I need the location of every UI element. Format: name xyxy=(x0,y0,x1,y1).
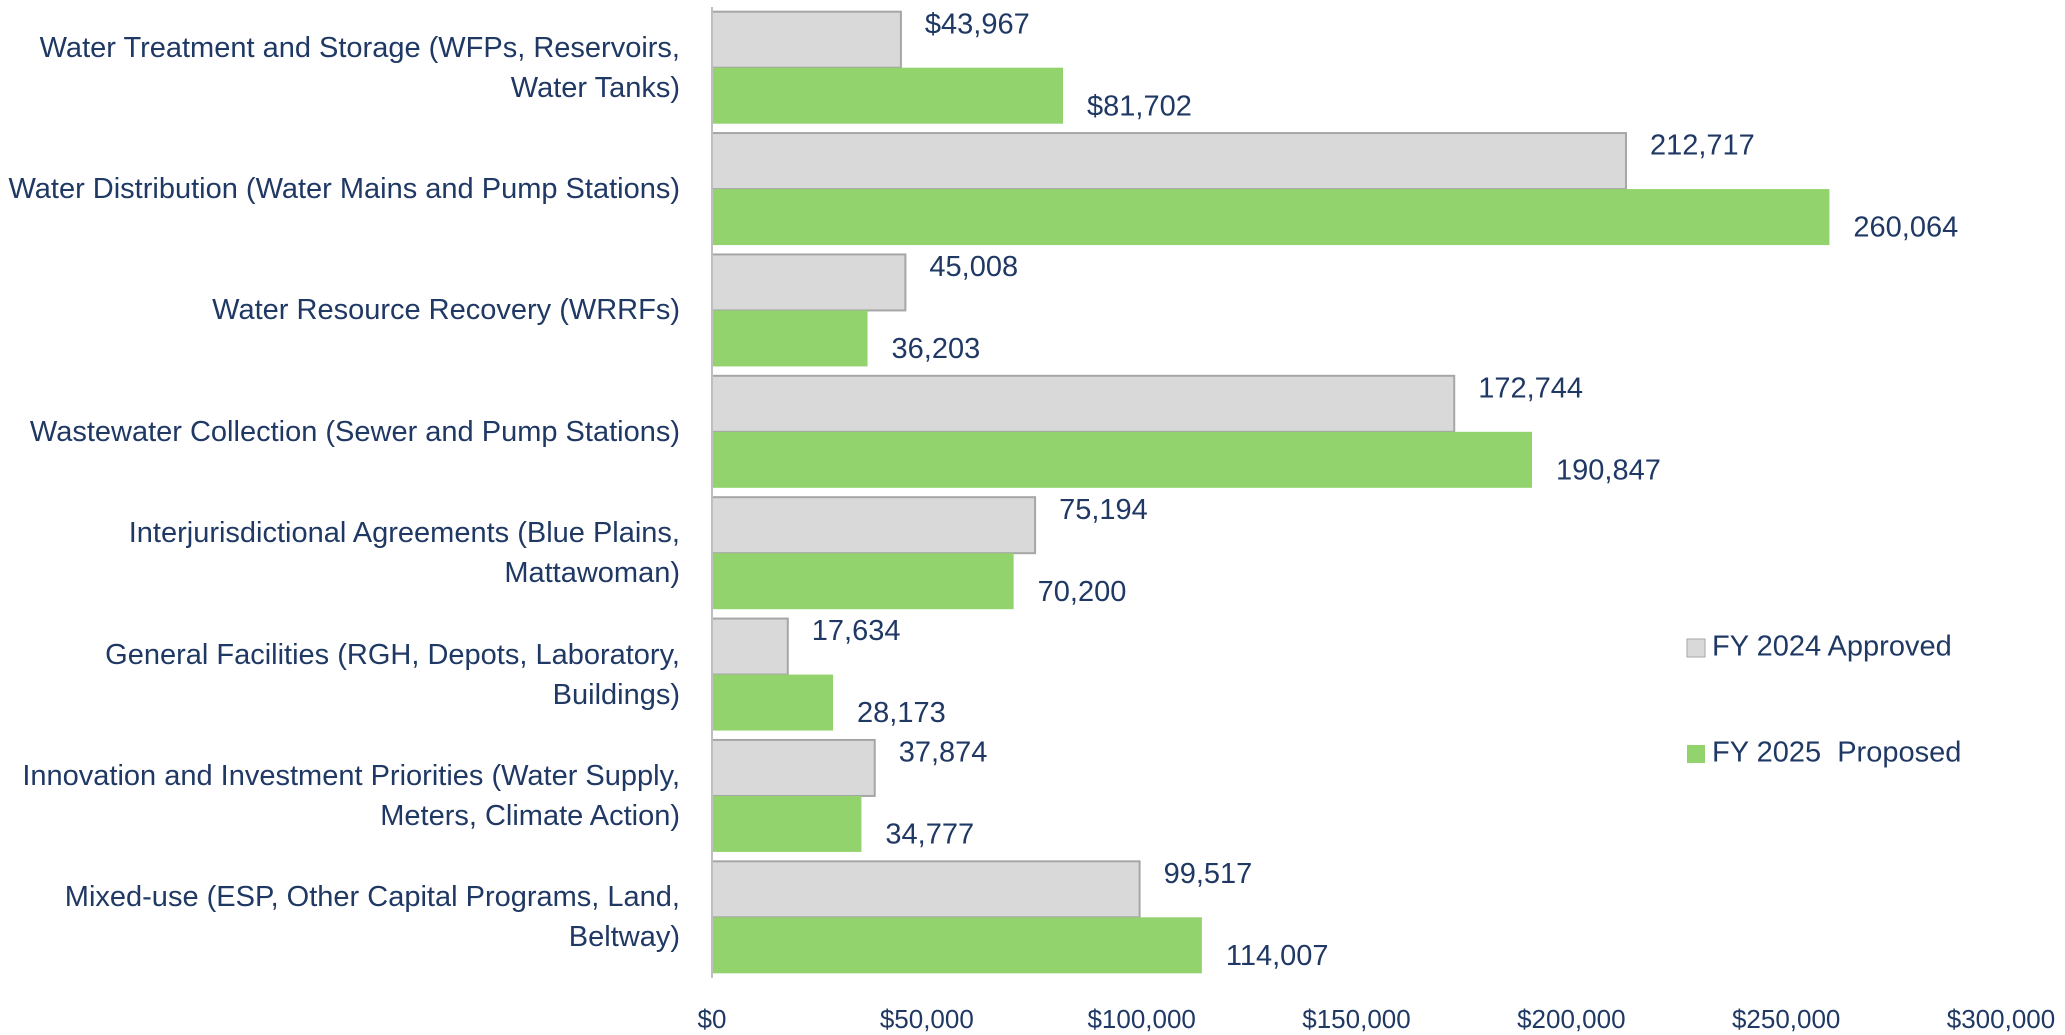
bar xyxy=(711,10,902,69)
value-label: 70,200 xyxy=(1038,576,1127,608)
x-tick-label: $50,000 xyxy=(880,1004,974,1034)
category-label: Water Distribution (Water Mains and Pump… xyxy=(8,173,680,206)
bar xyxy=(712,674,834,731)
value-label: 190,847 xyxy=(1556,454,1661,486)
value-label: 260,064 xyxy=(1853,212,1958,244)
bar xyxy=(711,253,907,312)
category-label: Interjurisdictional Agreements (Blue Pla… xyxy=(128,517,680,590)
value-label: 36,203 xyxy=(892,333,981,365)
bar xyxy=(711,738,876,797)
value-label: 114,007 xyxy=(1226,940,1329,972)
category-label: Innovation and Investment Priorities (Wa… xyxy=(22,759,680,832)
x-tick-label: $0 xyxy=(698,1004,727,1034)
bar xyxy=(711,860,1141,919)
x-tick-label: $250,000 xyxy=(1732,1004,1840,1034)
value-label: 45,008 xyxy=(929,251,1018,283)
value-label: 17,634 xyxy=(812,615,901,647)
category-label: Water Resource Recovery (WRRFs) xyxy=(212,294,680,327)
legend-swatch xyxy=(1687,745,1705,763)
value-label: $81,702 xyxy=(1087,90,1192,122)
bar xyxy=(712,795,862,852)
value-label: 172,744 xyxy=(1478,372,1583,404)
legend-swatch xyxy=(1686,638,1706,658)
bar xyxy=(712,189,1830,246)
category-label: Wastewater Collection (Sewer and Pump St… xyxy=(29,415,680,448)
x-tick-label: $100,000 xyxy=(1087,1004,1195,1034)
bar xyxy=(711,617,789,676)
category-label: General Facilities (RGH, Depots, Laborat… xyxy=(105,638,680,711)
legend-label: FY 2024 Approved xyxy=(1712,631,1952,663)
bar xyxy=(712,917,1202,974)
value-label: 99,517 xyxy=(1164,858,1253,890)
bar xyxy=(712,310,868,367)
bar xyxy=(712,553,1014,610)
category-label: Mixed-use (ESP, Other Capital Programs, … xyxy=(64,881,680,954)
value-label: 37,874 xyxy=(899,737,988,769)
value-label: 75,194 xyxy=(1059,494,1148,526)
bar xyxy=(712,67,1064,124)
bar xyxy=(711,132,1627,191)
x-tick-label: $300,000 xyxy=(1947,1004,2055,1034)
value-label: $43,967 xyxy=(925,8,1030,40)
bar xyxy=(711,496,1037,555)
legend-label: FY 2025 Proposed xyxy=(1712,737,1961,769)
bar xyxy=(711,374,1456,433)
x-tick-label: $150,000 xyxy=(1302,1004,1410,1034)
category-label: Water Treatment and Storage (WFPs, Reser… xyxy=(39,31,680,104)
x-tick-label: $200,000 xyxy=(1517,1004,1625,1034)
bar xyxy=(712,431,1533,488)
value-label: 212,717 xyxy=(1650,130,1755,162)
value-label: 28,173 xyxy=(857,697,946,729)
value-label: 34,777 xyxy=(885,819,974,851)
